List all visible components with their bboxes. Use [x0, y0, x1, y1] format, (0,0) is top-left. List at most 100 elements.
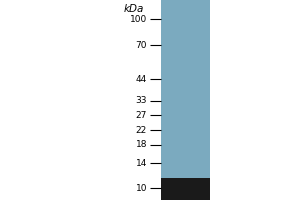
Bar [160, 178, 210, 179]
Bar [160, 186, 210, 187]
Bar [160, 30, 210, 31]
Bar [160, 20, 210, 21]
Bar [160, 106, 210, 107]
Bar [160, 54, 210, 55]
Bar [160, 52, 210, 53]
Bar [160, 131, 210, 132]
Bar [160, 192, 210, 193]
Bar [160, 100, 210, 101]
Bar [160, 161, 210, 162]
Bar [160, 188, 210, 189]
Bar [160, 85, 210, 86]
Text: 10: 10 [136, 184, 147, 193]
Bar [160, 176, 210, 177]
Text: 18: 18 [136, 140, 147, 149]
Text: 27: 27 [136, 111, 147, 120]
Bar [160, 3, 210, 4]
Bar [160, 121, 210, 122]
Bar [160, 70, 210, 71]
Bar [160, 164, 210, 165]
Bar [160, 6, 210, 7]
Bar [160, 50, 210, 51]
Bar [160, 96, 210, 97]
Bar [160, 112, 210, 113]
Bar [160, 60, 210, 61]
Bar [160, 44, 210, 45]
Bar [160, 102, 210, 103]
Bar [160, 18, 210, 19]
Bar [160, 58, 210, 59]
Bar [160, 198, 210, 199]
Bar [160, 140, 210, 141]
Bar [160, 53, 210, 54]
Bar [160, 133, 210, 134]
Bar [160, 118, 210, 119]
Bar [160, 29, 210, 30]
Bar [160, 87, 210, 88]
Bar [160, 195, 210, 196]
Bar [160, 129, 210, 130]
Bar [160, 56, 210, 57]
Bar [160, 89, 210, 90]
Bar [160, 123, 210, 124]
Bar [160, 47, 210, 48]
Bar [160, 37, 210, 38]
Bar [160, 160, 210, 161]
Bar [160, 185, 210, 186]
Bar [160, 55, 210, 56]
Bar [160, 120, 210, 121]
Bar [160, 110, 210, 111]
Bar [160, 193, 210, 194]
Bar [160, 150, 210, 151]
Bar [160, 10, 210, 11]
Bar [160, 162, 210, 163]
Bar [160, 104, 210, 105]
Bar [160, 125, 210, 126]
Bar [160, 158, 210, 159]
Bar [160, 67, 210, 68]
Bar [160, 48, 210, 49]
Bar [160, 31, 210, 32]
Bar [160, 99, 210, 100]
Bar [160, 175, 210, 176]
Bar [160, 155, 210, 156]
Bar [160, 22, 210, 23]
Bar [160, 24, 210, 25]
Bar [160, 92, 210, 93]
Bar [160, 124, 210, 125]
Bar [160, 122, 210, 123]
Bar [160, 40, 210, 41]
Bar [160, 152, 210, 153]
Bar [160, 91, 210, 92]
Bar [160, 163, 210, 164]
Bar [160, 15, 210, 16]
Bar [160, 191, 210, 192]
Bar [160, 25, 210, 26]
Bar [160, 79, 210, 80]
Bar [160, 130, 210, 131]
Bar [160, 45, 210, 46]
Bar [160, 26, 210, 27]
Bar [160, 180, 210, 181]
Bar [160, 57, 210, 58]
Bar [160, 173, 210, 174]
Bar [160, 139, 210, 140]
Text: 33: 33 [136, 96, 147, 105]
Bar [160, 157, 210, 158]
Bar [160, 42, 210, 43]
Bar [160, 17, 210, 18]
Bar [160, 81, 210, 82]
Bar [160, 68, 210, 69]
Bar [160, 117, 210, 118]
Bar [160, 64, 210, 65]
Bar [160, 151, 210, 152]
Bar [160, 136, 210, 137]
Bar [160, 169, 210, 170]
Bar [160, 107, 210, 108]
Bar [160, 83, 210, 84]
Text: 100: 100 [130, 15, 147, 24]
Bar [160, 119, 210, 120]
Bar [160, 98, 210, 99]
Bar [160, 97, 210, 98]
Bar [160, 143, 210, 144]
